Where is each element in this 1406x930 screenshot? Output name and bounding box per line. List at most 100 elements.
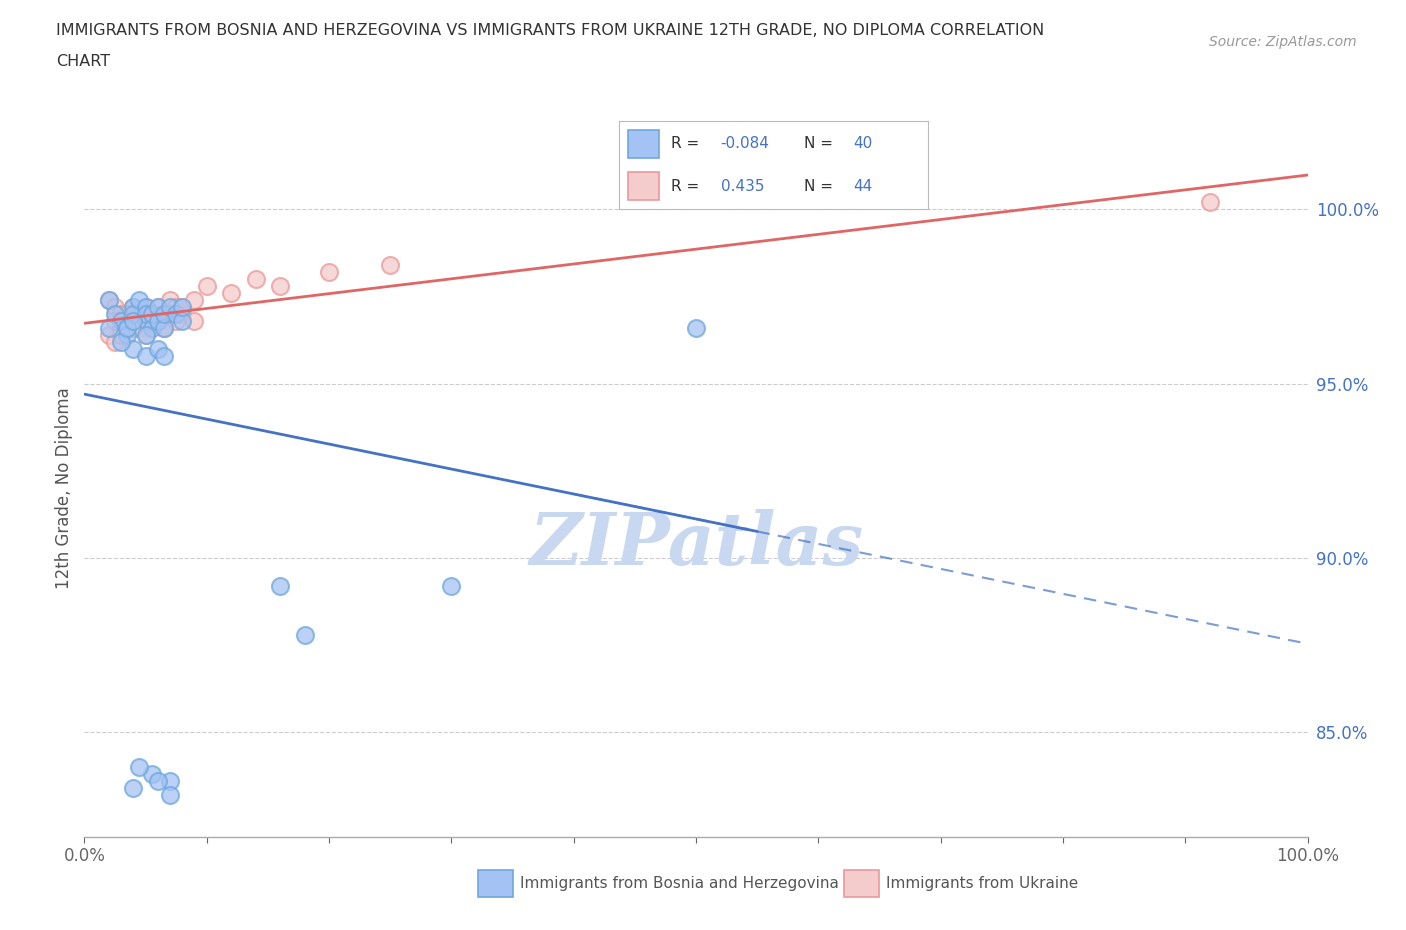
Point xyxy=(110,313,132,328)
Point xyxy=(269,578,291,593)
Point xyxy=(122,299,145,314)
Point xyxy=(122,313,145,328)
Text: Source: ZipAtlas.com: Source: ZipAtlas.com xyxy=(1209,35,1357,49)
Text: Immigrants from Ukraine: Immigrants from Ukraine xyxy=(886,876,1078,891)
Text: R =: R = xyxy=(671,137,704,152)
Point xyxy=(146,299,169,314)
Point xyxy=(141,306,163,321)
Point xyxy=(159,774,181,789)
Point xyxy=(115,320,138,335)
Point xyxy=(115,313,138,328)
Point xyxy=(110,306,132,321)
Point xyxy=(146,313,169,328)
Y-axis label: 12th Grade, No Diploma: 12th Grade, No Diploma xyxy=(55,388,73,589)
Point xyxy=(172,306,194,321)
Point xyxy=(122,306,145,321)
Point xyxy=(115,327,138,342)
Point xyxy=(159,292,181,307)
Point xyxy=(153,306,176,321)
Point xyxy=(141,306,163,321)
Point xyxy=(245,272,267,286)
Text: 44: 44 xyxy=(853,179,873,193)
Text: N =: N = xyxy=(804,179,838,193)
Point xyxy=(122,299,145,314)
Text: 40: 40 xyxy=(853,137,873,152)
Point xyxy=(122,780,145,795)
Text: CHART: CHART xyxy=(56,54,110,69)
Point xyxy=(135,320,157,335)
Point xyxy=(110,327,132,342)
Point xyxy=(122,341,145,356)
Point xyxy=(122,320,145,335)
Point xyxy=(165,306,187,321)
Point xyxy=(153,320,176,335)
Point xyxy=(159,299,181,314)
Point xyxy=(159,306,181,321)
Point xyxy=(104,334,127,349)
Point xyxy=(128,760,150,775)
Point xyxy=(97,292,120,307)
Text: R =: R = xyxy=(671,179,704,193)
Point xyxy=(122,306,145,321)
Point xyxy=(110,320,132,335)
Point xyxy=(146,341,169,356)
Text: Immigrants from Bosnia and Herzegovina: Immigrants from Bosnia and Herzegovina xyxy=(520,876,839,891)
Point xyxy=(141,766,163,781)
Point xyxy=(153,320,176,335)
Text: -0.084: -0.084 xyxy=(721,137,769,152)
Point xyxy=(146,313,169,328)
Point xyxy=(146,299,169,314)
Point xyxy=(172,313,194,328)
Point xyxy=(318,264,340,279)
FancyBboxPatch shape xyxy=(628,130,659,158)
Point xyxy=(294,627,316,642)
Point xyxy=(440,578,463,593)
Point xyxy=(153,320,176,335)
Point xyxy=(380,258,402,272)
Point xyxy=(135,327,157,342)
Point xyxy=(146,774,169,789)
Point xyxy=(183,292,205,307)
Point xyxy=(135,299,157,314)
Point xyxy=(128,292,150,307)
Point xyxy=(135,306,157,321)
Point xyxy=(165,313,187,328)
Point xyxy=(115,320,138,335)
Point xyxy=(172,299,194,314)
Point xyxy=(165,299,187,314)
Point xyxy=(219,286,242,300)
Point xyxy=(97,320,120,335)
Point xyxy=(135,299,157,314)
Point xyxy=(141,306,163,321)
Text: 0.435: 0.435 xyxy=(721,179,765,193)
Point xyxy=(135,327,157,342)
Point xyxy=(153,313,176,328)
Point xyxy=(104,299,127,314)
Point xyxy=(183,313,205,328)
Point xyxy=(97,327,120,342)
Point xyxy=(269,278,291,293)
Text: ZIPatlas: ZIPatlas xyxy=(529,509,863,579)
Point xyxy=(195,278,218,293)
Point xyxy=(153,348,176,363)
FancyBboxPatch shape xyxy=(628,172,659,201)
Point xyxy=(1198,194,1220,209)
Point xyxy=(146,313,169,328)
Point xyxy=(128,320,150,335)
Point xyxy=(172,299,194,314)
Point xyxy=(159,788,181,803)
Point xyxy=(141,320,163,335)
Point xyxy=(115,306,138,321)
Point xyxy=(104,306,127,321)
Point xyxy=(97,292,120,307)
Point xyxy=(122,313,145,328)
Point xyxy=(135,348,157,363)
Text: N =: N = xyxy=(804,137,838,152)
Point xyxy=(128,313,150,328)
Point xyxy=(104,313,127,328)
Point xyxy=(115,320,138,335)
Point xyxy=(159,306,181,321)
Text: IMMIGRANTS FROM BOSNIA AND HERZEGOVINA VS IMMIGRANTS FROM UKRAINE 12TH GRADE, NO: IMMIGRANTS FROM BOSNIA AND HERZEGOVINA V… xyxy=(56,23,1045,38)
Point xyxy=(110,334,132,349)
Point xyxy=(135,313,157,328)
